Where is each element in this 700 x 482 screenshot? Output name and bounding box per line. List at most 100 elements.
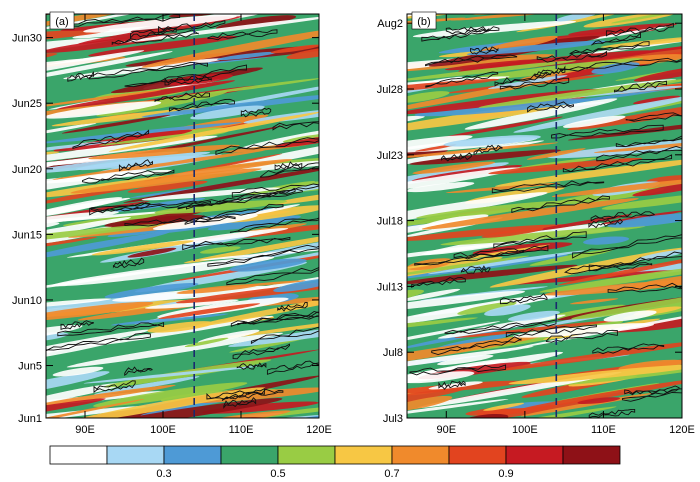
panel-b-contour	[551, 124, 664, 139]
panel-a-shade-streak	[52, 150, 265, 180]
panel-a-shade-streak	[88, 144, 240, 160]
panel-a-contour	[237, 311, 319, 326]
colorbar-label: 0.3	[156, 468, 171, 480]
panel-b-shade-streak	[495, 339, 682, 372]
panel-a-shade-streak	[46, 382, 127, 405]
panel-a-shade-streak	[123, 164, 319, 203]
panel-a-shade-streak	[249, 0, 331, 5]
panel-b-shade-streak	[407, 264, 578, 285]
panel-a-shade-streak	[108, 111, 319, 152]
panel-a-shade-streak	[270, 44, 319, 54]
panel-a-shade-streak	[46, 406, 146, 418]
panel-b-shade-streak	[407, 395, 453, 412]
colorbar-box	[334, 445, 393, 465]
colorbar: 0.3 0.5 0.7 0.9	[49, 445, 621, 480]
panel-b-shade-streak	[593, 139, 682, 153]
panel-b-x-tick-label: 120E	[669, 424, 695, 436]
panel-a-shade-streak	[46, 123, 97, 137]
panel-b-contour	[588, 218, 624, 229]
panel-b-shade-streak	[450, 14, 608, 21]
panel-b-contour	[425, 54, 518, 67]
panel-b-contour	[545, 329, 618, 343]
panel-a-shade-streak	[127, 180, 208, 193]
colorbar-box	[106, 445, 165, 465]
panel-a-shade-streak	[46, 101, 162, 119]
panel-a-shade-streak	[46, 37, 115, 58]
panel-b-shade-streak	[507, 310, 560, 322]
panel-b-y-tick-label: Jul23	[377, 150, 403, 162]
colorbar-box	[163, 445, 222, 465]
panel-a-shade-streak	[202, 401, 319, 414]
panel-a-shade-streak	[46, 236, 98, 253]
panel-b-contour	[625, 112, 682, 122]
panel-b-shade-streak	[508, 308, 682, 350]
panel-b-contour	[473, 144, 503, 156]
panel-a-shade-streak	[212, 315, 319, 340]
panel-b-shade-streak	[464, 98, 618, 130]
panel-a-contour	[82, 169, 175, 184]
panel-b-shade-streak	[407, 387, 467, 418]
panel-b-y-tick-label: Jul13	[377, 281, 403, 293]
panel-b-shade-streak	[539, 264, 682, 293]
panel-a-y-tick-label: Jun15	[12, 229, 42, 241]
colorbar-label: 0.7	[384, 468, 399, 480]
panel-a-contour	[130, 27, 177, 40]
panel-b-shade-streak	[508, 364, 682, 385]
panel-b-shade-streak	[583, 236, 630, 245]
panel-b-shade-streak	[407, 88, 600, 115]
panel-b-shade-streak	[437, 354, 494, 366]
panel-a-shade-streak	[141, 187, 281, 201]
panel-b-contour	[605, 22, 674, 37]
panel-b-y-tick-label: Jul18	[377, 216, 403, 228]
colorbar-label: 0.5	[270, 468, 285, 480]
panel-a-contour	[215, 137, 319, 156]
panel-b-shade-streak	[601, 193, 682, 210]
panel-b-shade-streak	[459, 413, 509, 418]
panel-b-shade-streak	[407, 91, 450, 103]
panel-a-contour	[277, 302, 308, 312]
panel-b-contour	[536, 50, 608, 63]
panel-a-x-tick-label: 90E	[75, 424, 95, 436]
panel-b-shade-streak	[444, 58, 548, 71]
panel-a-shade-streak	[98, 131, 212, 146]
panel-b-x-tick-label: 110E	[591, 424, 616, 436]
panel-b-shade-streak	[476, 406, 523, 417]
panel-b-y-tick-label: Aug2	[377, 18, 403, 30]
panel-b-shade-streak	[569, 298, 619, 305]
panel-a-contour	[88, 61, 208, 80]
panel-a-shade-streak	[46, 151, 211, 175]
panel-a-contour	[206, 387, 265, 400]
panel-b-contour	[592, 343, 665, 355]
panel-a-shade-streak	[46, 151, 60, 157]
panel-b-shade-streak	[554, 187, 665, 205]
colorbar-box	[49, 445, 108, 465]
panel-b-contour	[444, 319, 557, 335]
panel-a-contour	[274, 161, 303, 171]
panel-b-shade-streak	[414, 98, 590, 117]
panel-a-shade-streak	[46, 50, 145, 83]
panel-b-shade-streak	[632, 181, 682, 197]
panel-b-shade-streak	[375, 0, 519, 11]
panel-a-contour	[164, 75, 212, 86]
panel-b-contour	[621, 388, 682, 402]
panel-b-contour	[569, 41, 650, 55]
panel-a-y-tick-label: Jun20	[12, 164, 42, 176]
panel-b-contour	[511, 195, 610, 214]
panel-a-shade-streak	[110, 313, 229, 326]
panel-a-contour	[93, 380, 136, 394]
panel-a-y-tick-label: Jun10	[12, 295, 42, 307]
panel-b-contour	[499, 293, 548, 305]
panel-b-contour	[409, 364, 507, 376]
panel-b-shade-streak	[603, 310, 657, 322]
panel-a-frame	[45, 13, 320, 419]
panel-a-shade-streak	[217, 51, 276, 61]
panel-b-shade-streak	[362, 0, 509, 8]
panel-b-shade-streak	[489, 247, 682, 288]
panel-a-shade-streak	[207, 215, 301, 231]
panel-a-shade-streak	[93, 382, 248, 407]
panel-b-shade-streak	[407, 57, 482, 78]
panel-a-shade-streak	[46, 399, 145, 418]
panel-b-shade-streak	[443, 135, 541, 147]
panel-a-contour	[67, 71, 94, 82]
panel-a-shade-streak	[104, 282, 199, 299]
